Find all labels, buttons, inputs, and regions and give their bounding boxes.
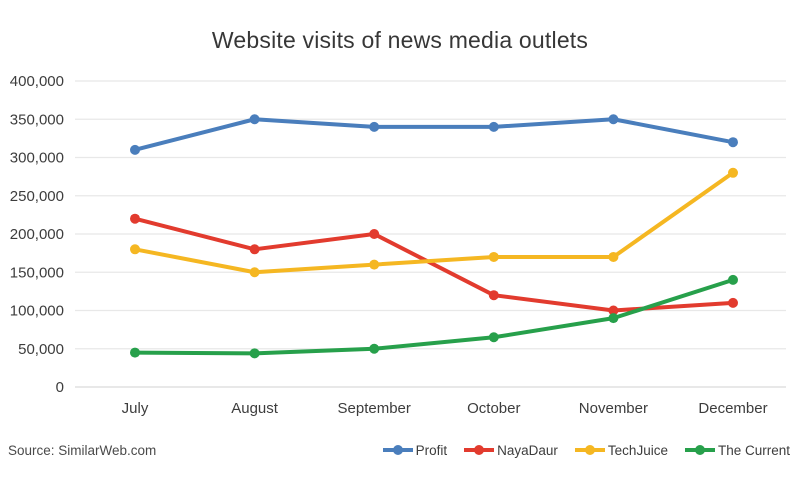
chart-footer: Source: SimilarWeb.com Profit NayaDaur Tec… [0,438,800,462]
x-tick-label: August [231,400,279,417]
legend-marker-profit [382,445,413,455]
data-point-nayadaur [608,305,619,316]
legend-label-the-current: The Current [717,442,790,458]
x-tick-label: December [698,400,767,417]
data-point-profit [728,137,738,148]
legend-marker-techjuice [574,445,605,455]
data-point-nayadaur [130,213,140,224]
y-tick-label: 300,000 [10,150,64,167]
x-tick-label: September [338,400,411,417]
data-point-nayadaur [249,244,260,255]
legend-dot [474,445,485,455]
y-tick-label: 150,000 [10,264,64,281]
y-tick-label: 200,000 [10,226,64,243]
chart-legend: Profit NayaDaur TechJuice The Current [382,442,790,458]
series-line-techjuice [133,170,735,275]
data-point-the-current [130,347,140,358]
data-point-the-current [488,332,499,343]
data-point-profit [608,114,619,125]
series-line-the-current [133,277,735,356]
legend-dot [584,445,595,455]
data-point-the-current [608,313,619,324]
legend-dot [392,445,403,455]
data-point-techjuice [488,251,499,262]
x-tick-label: November [579,400,648,417]
y-tick-label: 350,000 [10,111,64,128]
legend-marker-nayadaur [464,445,495,455]
data-point-nayadaur [728,297,738,308]
series-line-nayadaur [133,216,735,313]
data-point-techjuice [369,259,380,270]
y-tick-label: 50,000 [18,341,64,358]
data-point-the-current [249,348,260,359]
data-point-the-current [369,343,380,354]
legend-label-nayadaur: NayaDaur [497,442,558,458]
legend-label-profit: Profit [415,442,448,458]
data-point-techjuice [728,167,738,178]
x-tick-label: July [122,400,149,417]
legend-label-techjuice: TechJuice [607,442,668,458]
line-chart-plot: 0 50,000 100,000 150,000 200,000 250,000 300,0… [10,73,786,417]
legend-item-profit: Profit [382,442,448,458]
chart-title: Website visits of news media outlets [211,27,589,53]
series-line-profit [133,117,735,152]
y-tick-label: 250,000 [10,188,64,205]
y-tick-label: 0 [56,379,64,396]
legend-marker-the-current [684,445,715,455]
data-point-techjuice [130,244,140,255]
data-point-the-current [728,274,738,285]
data-point-profit [369,121,380,132]
data-point-techjuice [249,267,260,278]
x-tick-label: October [467,400,520,417]
source-credit: Source: SimilarWeb.com [8,442,157,458]
y-tick-label: 100,000 [10,303,64,320]
data-point-nayadaur [488,290,499,301]
legend-item-the-current: The Current [684,442,790,458]
y-tick-label: 400,000 [10,73,64,90]
data-point-profit [130,144,140,155]
legend-item-techjuice: TechJuice [574,442,668,458]
data-point-techjuice [608,251,619,262]
legend-dot [694,445,705,455]
data-point-profit [488,121,499,132]
data-point-profit [249,114,260,125]
legend-item-nayadaur: NayaDaur [464,443,558,458]
data-point-nayadaur [369,229,380,239]
